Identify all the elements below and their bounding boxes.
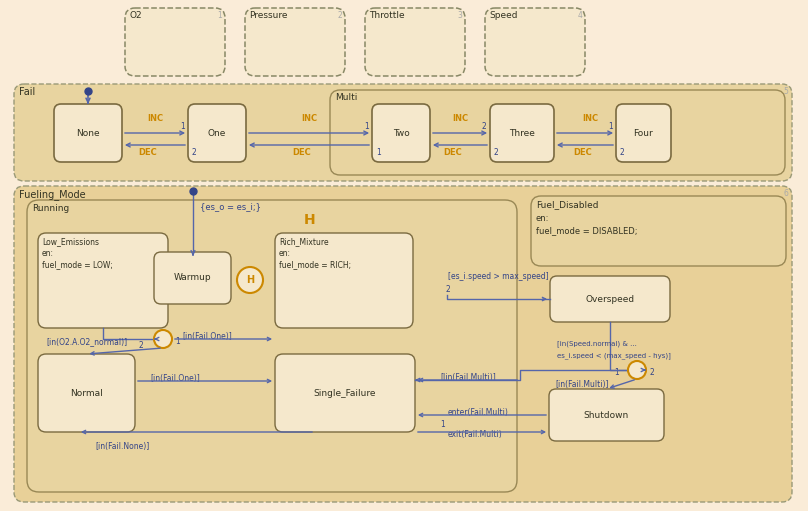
Text: es_i.speed < (max_speed - hys)]: es_i.speed < (max_speed - hys)] [557,352,671,359]
Text: Running: Running [32,204,69,213]
Text: [in(Fail.Multi)]: [in(Fail.Multi)] [555,380,608,389]
Text: en:
fuel_mode = DISABLED;: en: fuel_mode = DISABLED; [536,214,638,236]
FancyBboxPatch shape [485,8,585,76]
FancyBboxPatch shape [38,233,168,328]
FancyBboxPatch shape [125,8,225,76]
FancyBboxPatch shape [154,252,231,304]
Text: One: One [208,128,226,137]
Text: DEC: DEC [444,148,462,157]
Text: 6: 6 [783,189,788,198]
Text: INC: INC [147,114,163,123]
Text: {es_o = es_i;}: {es_o = es_i;} [200,202,261,211]
Text: 5: 5 [783,87,788,96]
Text: Fuel_Disabled: Fuel_Disabled [536,200,599,209]
Text: Fueling_Mode: Fueling_Mode [19,189,86,200]
Text: 1: 1 [376,148,381,157]
Text: 2: 2 [445,285,450,294]
Text: 4: 4 [577,11,582,20]
Circle shape [237,267,263,293]
Text: Fail: Fail [19,87,36,97]
FancyBboxPatch shape [38,354,135,432]
FancyBboxPatch shape [365,8,465,76]
Text: 3: 3 [457,11,462,20]
Text: Pressure: Pressure [249,11,288,20]
Text: 2: 2 [649,368,654,377]
Circle shape [154,330,172,348]
FancyBboxPatch shape [531,196,786,266]
Text: DEC: DEC [139,148,158,157]
Text: INC: INC [301,114,317,123]
Text: Warmup: Warmup [174,273,212,283]
Text: Multi: Multi [335,93,357,102]
Text: H: H [246,275,254,285]
Text: Speed: Speed [489,11,517,20]
Text: H: H [304,213,316,227]
Text: 2: 2 [138,341,143,350]
Text: DEC: DEC [292,148,311,157]
Text: 1: 1 [175,337,179,346]
Text: [in(Fail.One)]: [in(Fail.One)] [182,332,232,341]
Text: 2: 2 [620,148,625,157]
Text: [es_i.speed > max_speed]: [es_i.speed > max_speed] [448,272,549,281]
FancyBboxPatch shape [275,233,413,328]
Text: INC: INC [582,114,598,123]
Text: O2: O2 [129,11,141,20]
Text: exit(Fail.Multi): exit(Fail.Multi) [448,430,503,439]
Text: Normal: Normal [70,388,103,398]
Circle shape [628,361,646,379]
FancyBboxPatch shape [616,104,671,162]
Text: 1: 1 [440,420,444,429]
FancyBboxPatch shape [549,389,664,441]
FancyBboxPatch shape [14,186,792,502]
Text: Rich_Mixture
en:
fuel_mode = RICH;: Rich_Mixture en: fuel_mode = RICH; [279,237,351,270]
Text: INC: INC [452,114,468,123]
Text: [lin(Fail.Multi)]: [lin(Fail.Multi)] [440,373,496,382]
Text: Four: Four [633,128,654,137]
Text: Low_Emissions
en:
fuel_mode = LOW;: Low_Emissions en: fuel_mode = LOW; [42,237,113,270]
FancyBboxPatch shape [54,104,122,162]
Text: 2: 2 [337,11,342,20]
Text: 2: 2 [494,148,499,157]
Text: None: None [76,128,100,137]
Text: enter(Fail.Multi): enter(Fail.Multi) [448,408,509,417]
Text: Two: Two [393,128,410,137]
Text: Shutdown: Shutdown [584,410,629,420]
Text: [in(O2.A.O2_normal)]: [in(O2.A.O2_normal)] [46,337,127,346]
FancyBboxPatch shape [490,104,554,162]
Text: 2: 2 [192,148,197,157]
Text: Three: Three [509,128,535,137]
FancyBboxPatch shape [550,276,670,322]
Text: 1: 1 [180,122,185,131]
FancyBboxPatch shape [330,90,785,175]
Text: 1: 1 [608,122,612,131]
FancyBboxPatch shape [188,104,246,162]
Text: 1: 1 [614,368,619,377]
Text: [in(Speed.normal) & ...: [in(Speed.normal) & ... [557,340,637,347]
Text: Single_Failure: Single_Failure [314,388,377,398]
Text: 1: 1 [364,122,368,131]
Text: Overspeed: Overspeed [586,294,634,304]
FancyBboxPatch shape [275,354,415,432]
FancyBboxPatch shape [27,200,517,492]
Text: [in(Fail.None)]: [in(Fail.None)] [95,442,149,451]
FancyBboxPatch shape [245,8,345,76]
Text: 1: 1 [217,11,222,20]
FancyBboxPatch shape [372,104,430,162]
Text: 2: 2 [482,122,486,131]
FancyBboxPatch shape [14,84,792,181]
Text: [in(Fail.One)]: [in(Fail.One)] [150,374,200,383]
Text: Throttle: Throttle [369,11,405,20]
Text: DEC: DEC [574,148,592,157]
